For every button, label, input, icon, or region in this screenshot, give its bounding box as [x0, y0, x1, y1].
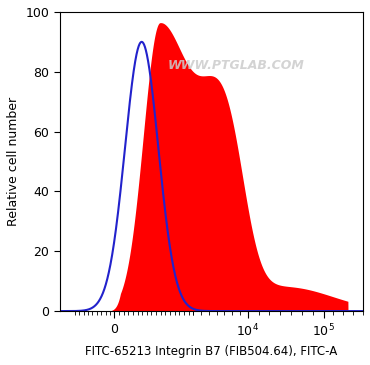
Text: WWW.PTGLAB.COM: WWW.PTGLAB.COM: [167, 59, 304, 72]
X-axis label: FITC-65213 Integrin B7 (FIB504.64), FITC-A: FITC-65213 Integrin B7 (FIB504.64), FITC…: [85, 345, 337, 358]
Y-axis label: Relative cell number: Relative cell number: [7, 97, 20, 226]
